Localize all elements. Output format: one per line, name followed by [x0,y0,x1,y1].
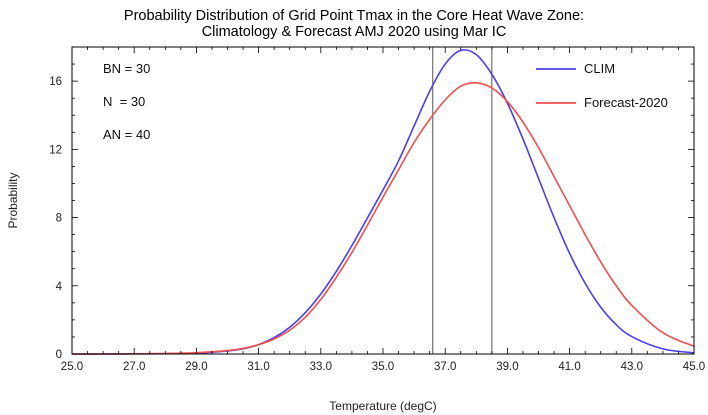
x-tick-label: 29.0 [185,361,207,373]
x-tick-label: 31.0 [247,361,269,373]
annotation-2: AN = 40 [103,127,150,142]
x-tick-label: 39.0 [496,361,518,373]
y-axis-label: Probability [6,172,20,228]
x-tick-label: 43.0 [621,361,643,373]
y-tick-label: 4 [56,281,63,293]
x-tick-label: 37.0 [434,361,456,373]
legend: CLIM Forecast-2020 [536,61,668,110]
x-tick-label: 27.0 [123,361,145,373]
x-tick-label: 41.0 [558,361,580,373]
chart-title-line-2: Climatology & Forecast AMJ 2020 using Ma… [201,24,507,40]
annotation-1: N = 30 [103,94,145,109]
x-tick-label: 45.0 [683,361,705,373]
plot-content [71,47,695,355]
legend-label-clim: CLIM [584,61,615,76]
chart-title-line-1: Probability Distribution of Grid Point T… [123,8,585,24]
x-axis-label: Temperature (degC) [329,399,436,413]
annotations: BN = 30 N = 30 AN = 40 [103,61,150,142]
y-tick-label: 0 [56,349,62,361]
annotation-0: BN = 30 [103,61,150,76]
series-line-forecast-2020 [71,81,695,355]
y-tick-label: 12 [49,144,62,156]
y-tick-label: 16 [49,76,62,88]
x-tick-label: 33.0 [310,361,332,373]
x-tick-label: 25.0 [61,361,83,373]
legend-label-forecast-2020: Forecast-2020 [584,95,668,110]
y-tick-label: 8 [56,213,62,225]
x-tick-label: 35.0 [372,361,394,373]
axes: 25.0 27.0 29.0 31.0 33.0 35.0 37.0 39.0 41.0 43.0… [6,46,705,413]
